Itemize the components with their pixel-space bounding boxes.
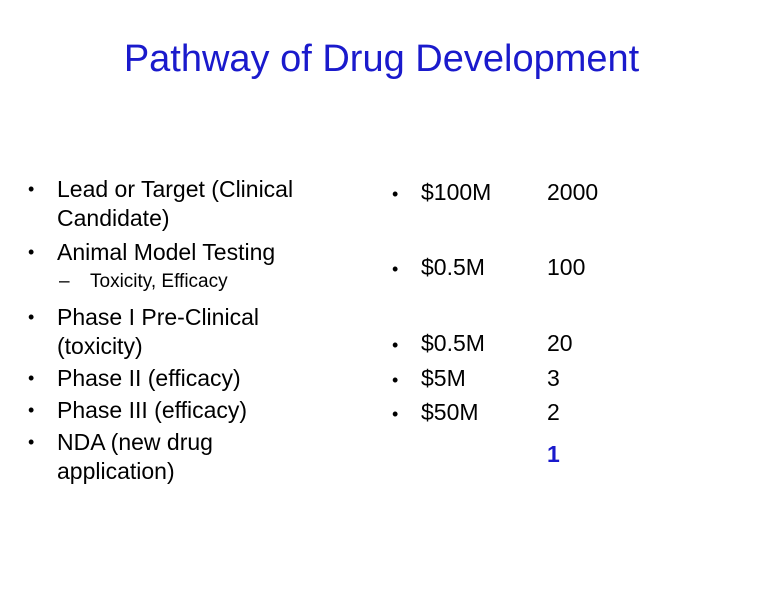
- cost-value: $50M: [421, 399, 479, 425]
- bullet: •: [28, 432, 35, 452]
- count-value: 2000: [547, 179, 599, 205]
- bullet: •: [28, 400, 35, 420]
- cost-item: • $0.5M: [392, 329, 485, 360]
- stage-sub-toxicity: – Toxicity, Efficacy: [0, 269, 293, 295]
- dash: –: [59, 271, 70, 292]
- bullet: •: [28, 179, 35, 199]
- stage-text: Lead or Target (Clinical: [57, 176, 294, 202]
- stage-text: Animal Model Testing: [57, 239, 276, 265]
- cost-item: • $100M: [392, 178, 491, 209]
- stage-sub-text: Toxicity, Efficacy: [90, 271, 228, 292]
- stages-list: • Lead or Target (Clinical Candidate) • …: [28, 175, 293, 486]
- count-value: 3: [547, 365, 560, 391]
- bullet: •: [28, 307, 35, 327]
- count-value: 100: [547, 254, 586, 280]
- stage-text: Phase I Pre-Clinical: [57, 304, 259, 330]
- bullet: •: [392, 404, 399, 424]
- stage-text-cont: application): [57, 458, 175, 484]
- cost-value: $0.5M: [421, 254, 485, 280]
- bullet: •: [392, 184, 399, 204]
- cost-value: $5M: [421, 365, 466, 391]
- stage-text-cont: Candidate): [57, 205, 170, 231]
- cost-item: • $0.5M: [392, 253, 485, 284]
- stage-text: Phase III (efficacy): [57, 397, 248, 423]
- count-value: 2: [547, 399, 560, 425]
- stage-text-cont: (toxicity): [57, 333, 143, 359]
- bullet: •: [392, 370, 399, 390]
- stage-lead-target: • Lead or Target (Clinical Candidate): [28, 175, 293, 233]
- cost-item: • $5M: [392, 364, 466, 395]
- bullet: •: [28, 242, 35, 262]
- bullet: •: [392, 335, 399, 355]
- count-value-final: 1: [547, 441, 560, 467]
- stage-text: Phase II (efficacy): [57, 365, 241, 391]
- slide-title: Pathway of Drug Development: [123, 38, 640, 80]
- bullet: •: [392, 259, 399, 279]
- cost-value: $0.5M: [421, 330, 485, 356]
- cost-item: • $50M: [392, 398, 479, 429]
- stage-phase-1: • Phase I Pre-Clinical (toxicity): [28, 303, 293, 361]
- stage-phase-3: • Phase III (efficacy): [28, 396, 293, 425]
- bullet: •: [28, 368, 35, 388]
- stage-text: NDA (new drug: [57, 429, 213, 455]
- stage-animal-model: • Animal Model Testing: [28, 238, 293, 267]
- stage-nda: • NDA (new drug application): [28, 428, 293, 486]
- count-value: 20: [547, 330, 573, 356]
- stage-phase-2: • Phase II (efficacy): [28, 364, 293, 393]
- cost-value: $100M: [421, 179, 492, 205]
